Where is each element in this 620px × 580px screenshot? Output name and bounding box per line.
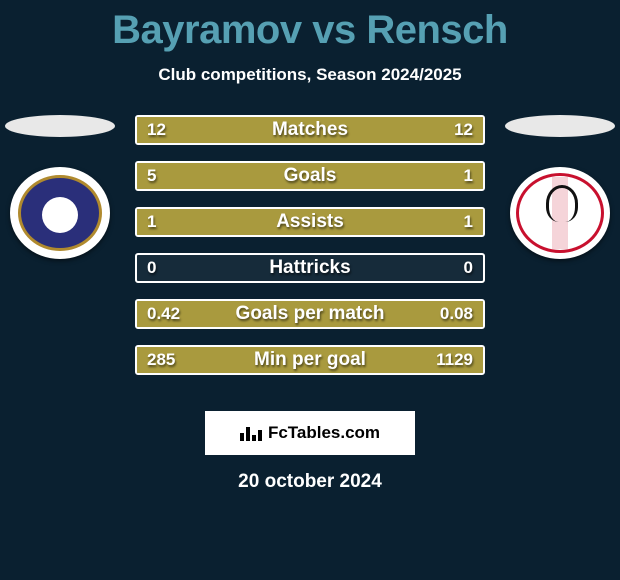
page-title: Bayramov vs Rensch xyxy=(0,0,620,53)
bar-chart-icon xyxy=(240,425,262,441)
stat-bar: 11Assists xyxy=(135,207,485,237)
player-shadow xyxy=(5,115,115,137)
stat-label: Assists xyxy=(137,211,483,233)
club-badge-right xyxy=(510,167,610,259)
stat-bar: 51Goals xyxy=(135,161,485,191)
club-badge-left xyxy=(10,167,110,259)
stat-label: Goals per match xyxy=(137,303,483,325)
stat-bars: 1212Matches 51Goals 11Assists 00Hattricks 0.… xyxy=(135,115,485,391)
stat-label: Matches xyxy=(137,119,483,141)
source-logo: FcTables.com xyxy=(205,411,415,455)
snapshot-date: 20 october 2024 xyxy=(0,471,620,493)
subtitle: Club competitions, Season 2024/2025 xyxy=(0,65,620,85)
stat-bar: 00Hattricks xyxy=(135,253,485,283)
stat-label: Goals xyxy=(137,165,483,187)
stat-bar: 0.420.08Goals per match xyxy=(135,299,485,329)
right-player-col xyxy=(500,115,620,259)
left-player-col xyxy=(0,115,120,259)
stat-label: Min per goal xyxy=(137,349,483,371)
stat-bar: 1212Matches xyxy=(135,115,485,145)
player-shadow xyxy=(505,115,615,137)
stat-bar: 2851129Min per goal xyxy=(135,345,485,375)
source-label: FcTables.com xyxy=(268,423,380,443)
comparison-area: 1212Matches 51Goals 11Assists 00Hattricks 0.… xyxy=(0,115,620,395)
stat-label: Hattricks xyxy=(137,257,483,279)
